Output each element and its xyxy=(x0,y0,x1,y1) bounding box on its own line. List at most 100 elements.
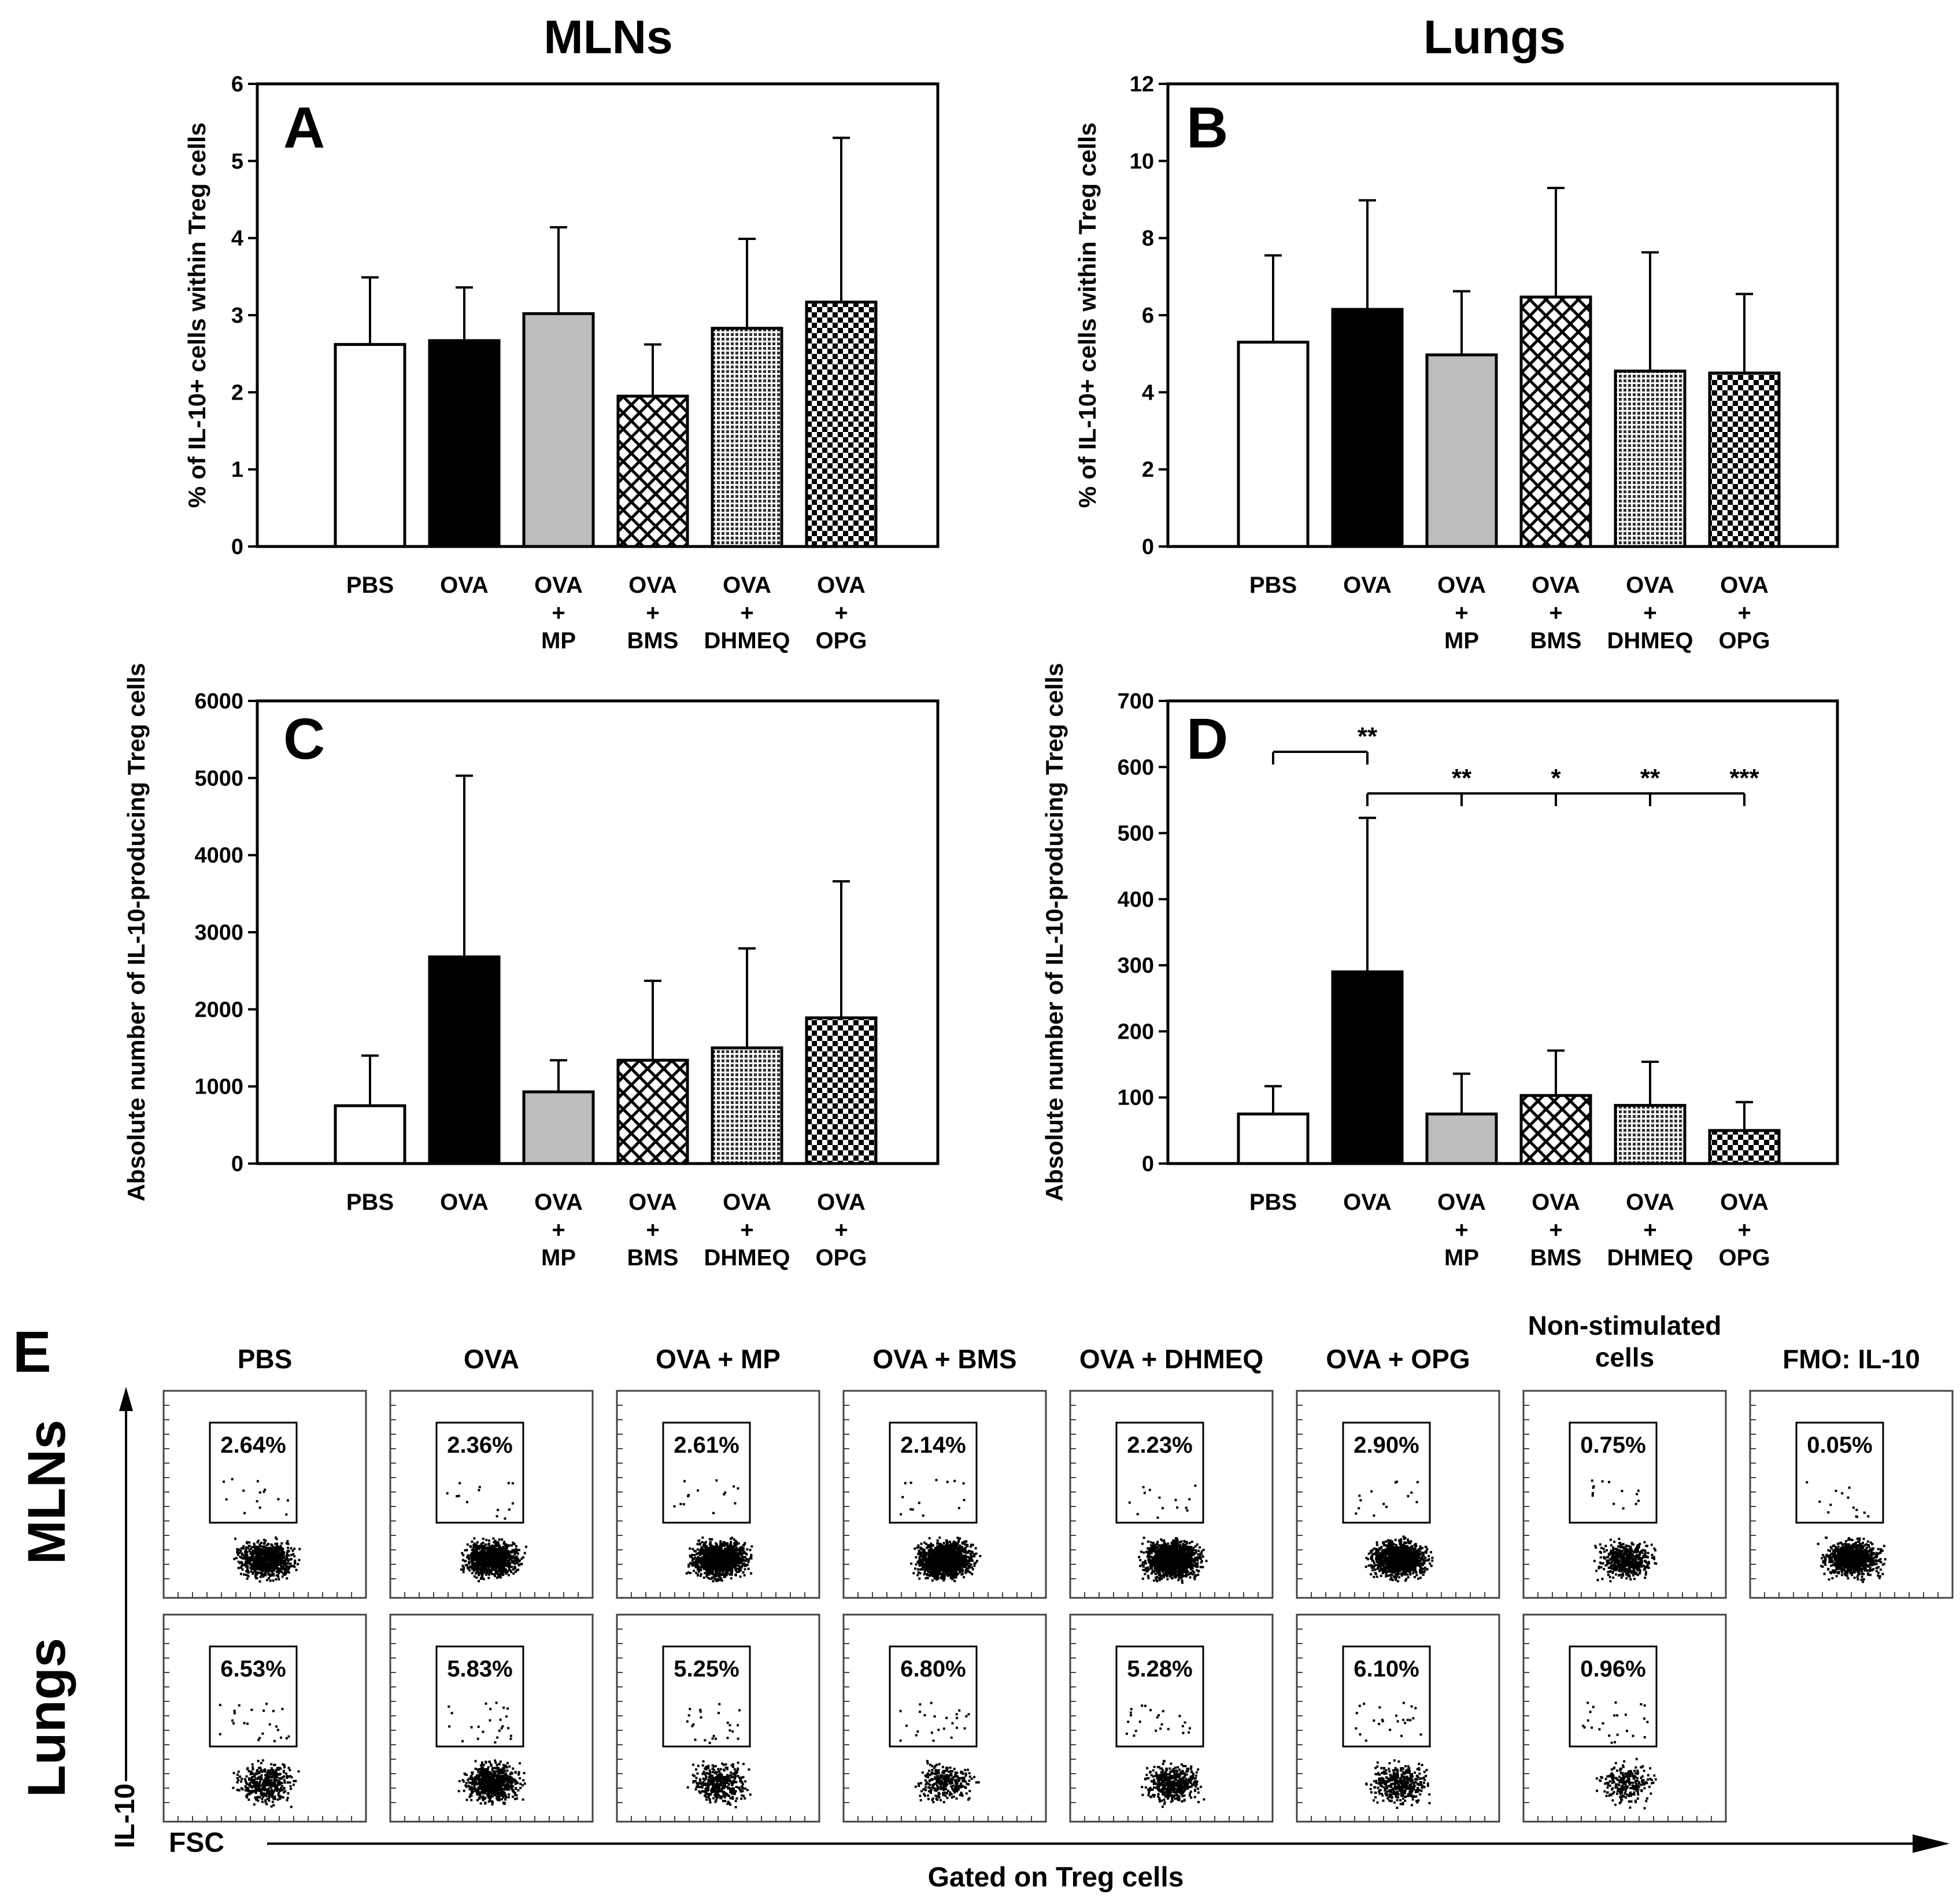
bar-ova xyxy=(428,339,501,548)
gate-percentage: 2.61% xyxy=(674,1432,739,1458)
category-label: BMS xyxy=(627,1245,679,1271)
category-label: MP xyxy=(541,628,576,653)
y-axis-label: % of IL-10+ cells within Treg cells xyxy=(183,123,210,508)
category-label: OVA xyxy=(1437,1190,1486,1215)
gate-percentage: 2.90% xyxy=(1353,1432,1419,1458)
category-label: PBS xyxy=(346,1190,394,1215)
category-label: PBS xyxy=(346,573,394,598)
event-dots xyxy=(686,1703,752,1808)
gate-box xyxy=(1569,1421,1658,1524)
category-label: OVA xyxy=(628,573,677,598)
y-tick-label: 0 xyxy=(231,535,243,559)
panel-label: B xyxy=(1186,95,1228,160)
gate-percentage: 2.23% xyxy=(1127,1432,1192,1458)
gate-percentage: 5.28% xyxy=(1127,1656,1192,1682)
bar-dhmeq xyxy=(1614,1103,1687,1165)
category-label: OVA xyxy=(1720,1190,1769,1215)
bar-mp xyxy=(522,312,595,548)
category-label: + xyxy=(552,1217,565,1243)
significance-label: ** xyxy=(1358,722,1378,751)
flow-plot: 5.28% xyxy=(1069,1613,1274,1823)
category-label: OVA xyxy=(1343,573,1392,598)
flow-column-title: OVA xyxy=(464,1344,519,1374)
category-label: OVA xyxy=(1532,1190,1580,1215)
category-label: + xyxy=(1455,600,1468,626)
category-label: OVA xyxy=(817,1190,866,1215)
y-axis-label: Absolute number of IL-10-producing Treg … xyxy=(123,663,150,1201)
event-dots xyxy=(1125,1704,1205,1808)
bar-opg xyxy=(1708,1129,1781,1165)
y-tick-label: 0 xyxy=(1142,535,1154,559)
row-label-lungs: Lungs xyxy=(17,1638,76,1797)
y-tick-label: 3000 xyxy=(194,921,243,945)
category-label: OVA xyxy=(1626,1190,1674,1215)
category-label: OVA xyxy=(440,1190,489,1215)
gate-percentage: 6.10% xyxy=(1353,1656,1419,1682)
flow-column-title: PBS xyxy=(238,1344,293,1374)
flow-column-title: OVA + BMS xyxy=(872,1344,1016,1374)
category-label: + xyxy=(740,600,753,626)
bar-pbs xyxy=(1237,1112,1310,1165)
gate-box xyxy=(662,1645,751,1748)
flow-plot: 2.23% xyxy=(1069,1390,1274,1599)
gate-box xyxy=(889,1645,978,1748)
row-label-mlns: MLNs xyxy=(17,1420,76,1564)
flow-plot-frame xyxy=(162,1613,367,1823)
gate-percentage: 2.14% xyxy=(900,1432,966,1458)
event-dots xyxy=(1355,1701,1431,1809)
category-label: OVA xyxy=(1720,573,1769,598)
gate-percentage: 0.05% xyxy=(1807,1432,1872,1458)
bar-opg xyxy=(1708,371,1781,548)
category-label: + xyxy=(834,600,848,626)
event-dots xyxy=(1591,1479,1658,1583)
y-tick-label: 6000 xyxy=(194,689,243,714)
gate-percentage: 6.53% xyxy=(220,1656,286,1682)
bar-dhmeq xyxy=(711,1046,783,1165)
y-tick-label: 1000 xyxy=(194,1075,243,1099)
event-dots xyxy=(1128,1485,1208,1584)
panel-e-label: E xyxy=(13,1320,51,1384)
category-label: + xyxy=(1643,1217,1656,1243)
y-tick-label: 300 xyxy=(1118,954,1154,978)
category-label: + xyxy=(1549,1217,1562,1243)
gate-percentage: 2.64% xyxy=(220,1432,286,1458)
category-label: MP xyxy=(1444,628,1479,653)
category-label: DHMEQ xyxy=(1607,1245,1693,1271)
event-dots xyxy=(1582,1701,1657,1810)
bar-pbs xyxy=(334,343,406,548)
category-label: OVA xyxy=(534,1190,583,1215)
bar-bms xyxy=(1519,1094,1592,1165)
flow-plot: 0.75% xyxy=(1522,1390,1727,1599)
y-tick-label: 0 xyxy=(231,1152,243,1176)
category-label: + xyxy=(834,1217,848,1243)
y-tick-label: 2000 xyxy=(194,998,243,1022)
event-dots xyxy=(899,1701,980,1804)
y-tick-label: 10 xyxy=(1130,149,1154,173)
y-axis-label: % of IL-10+ cells within Treg cells xyxy=(1074,123,1101,508)
category-label: + xyxy=(1549,600,1562,626)
category-label: + xyxy=(1737,1217,1751,1243)
y-axis-label: Absolute number of IL-10-producing Treg … xyxy=(1041,663,1068,1201)
flow-plot: 2.90% xyxy=(1296,1390,1500,1599)
category-label: + xyxy=(552,600,565,626)
fsc-axis-label: FSC xyxy=(169,1827,224,1858)
event-dots xyxy=(448,1701,526,1805)
category-label: OVA xyxy=(440,573,489,598)
y-tick-label: 200 xyxy=(1118,1020,1154,1044)
category-label: PBS xyxy=(1249,1190,1297,1215)
flow-plot: 6.80% xyxy=(842,1613,1047,1823)
flow-plot: 2.61% xyxy=(616,1390,820,1599)
event-dots xyxy=(446,1482,527,1583)
category-label: OVA xyxy=(1343,1190,1392,1215)
bar-bms xyxy=(616,1058,689,1165)
event-dots xyxy=(219,1703,300,1808)
category-label: OVA xyxy=(723,1190,771,1215)
gate-box xyxy=(1795,1421,1884,1524)
title-mlns: MLNs xyxy=(543,11,672,64)
flow-column-title: OVA + OPG xyxy=(1326,1344,1470,1374)
bar-pbs xyxy=(334,1104,406,1165)
flow-column-title: cells xyxy=(1595,1342,1654,1372)
panel-c: 0 1000 2000 3000 4000 5000 6000 Absolute number… xyxy=(123,663,940,1271)
bar-bms xyxy=(616,394,689,548)
y-tick-label: 5 xyxy=(231,149,243,173)
